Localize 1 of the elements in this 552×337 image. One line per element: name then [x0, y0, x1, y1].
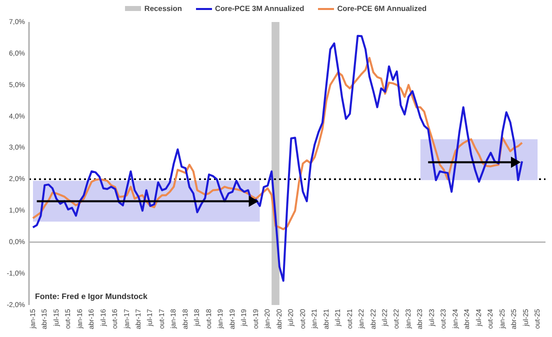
- annotation: Fonte: Fred e Igor Mundstock: [35, 292, 148, 301]
